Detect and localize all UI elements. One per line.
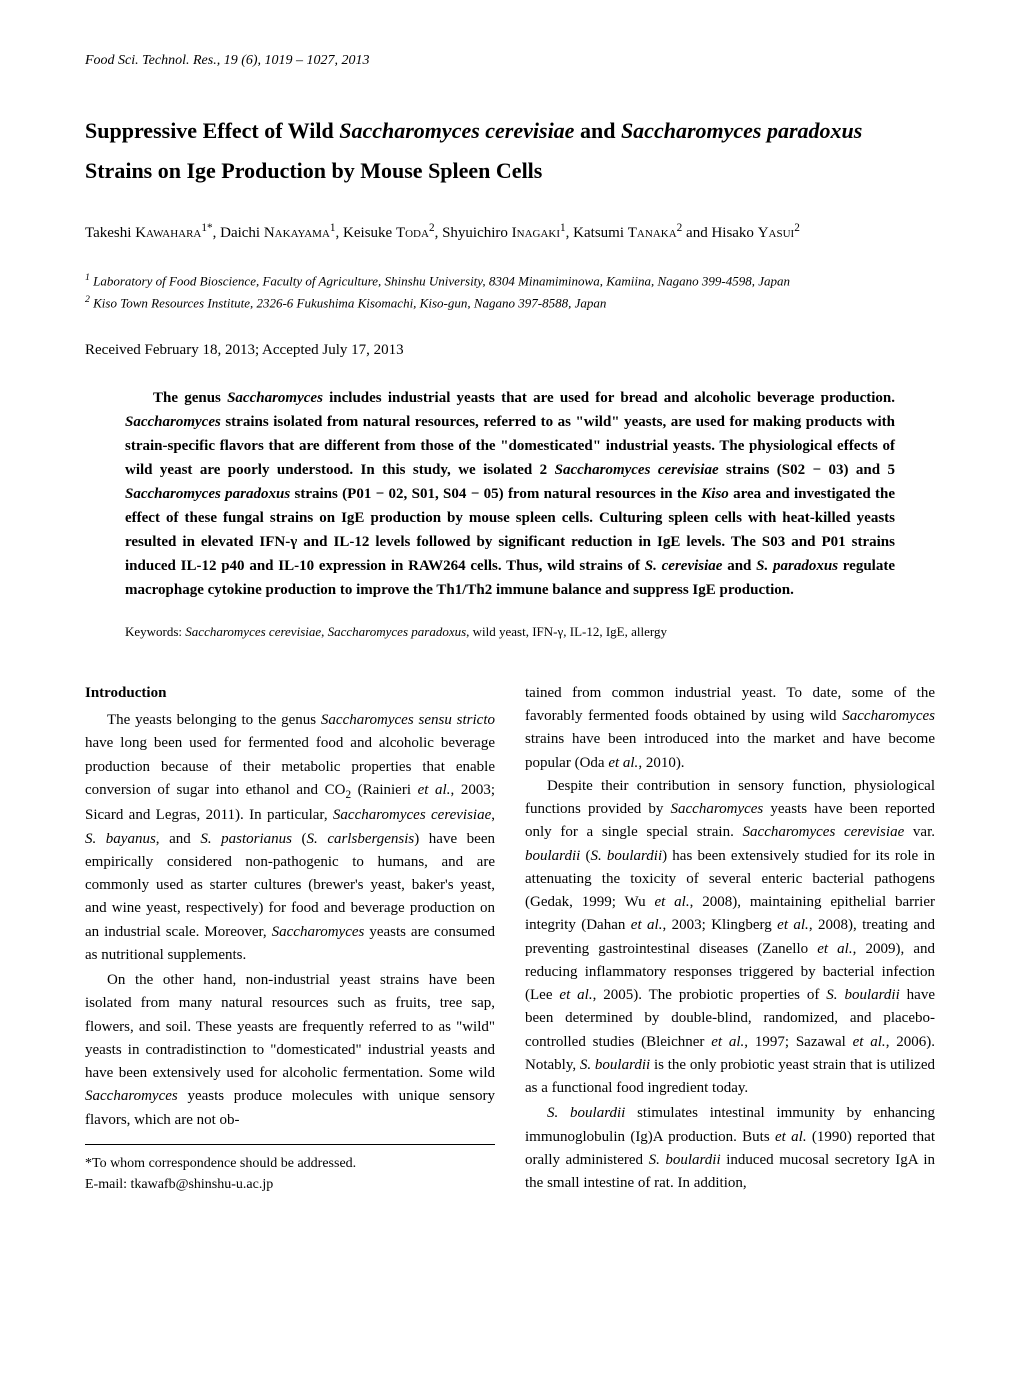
body-paragraph-4: S. boulardii stimulates intestinal immun… [525, 1102, 935, 1195]
authors-list: Takeshi Kawahara1*, Daichi Nakayama1, Ke… [85, 220, 935, 245]
dates-text: Received February 18, 2013; Accepted Jul… [85, 342, 404, 358]
intro-paragraph-2: On the other hand, non-industrial yeast … [85, 969, 495, 1132]
affiliation-text: Laboratory of Food Bioscience, Faculty o… [90, 273, 790, 288]
footnote-separator [85, 1144, 495, 1145]
author-first: , Katsumi [566, 225, 628, 241]
body-paragraph-cont: tained from common industrial yeast. To … [525, 682, 935, 775]
journal-citation: Food Sci. Technol. Res., 19 (6), 1019 – … [85, 53, 370, 68]
footnote-line-1: *To whom correspondence should be addres… [85, 1153, 495, 1174]
article-title: Suppressive Effect of Wild Saccharomyces… [85, 111, 935, 190]
affiliations: 1 Laboratory of Food Bioscience, Faculty… [85, 270, 935, 314]
footnote-line-2: E-mail: tkawafb@shinshu-u.ac.jp [85, 1174, 495, 1195]
author-surname: Inagaki [512, 225, 560, 241]
keywords: Keywords: Saccharomyces cerevisiae, Sacc… [85, 622, 935, 642]
author-first: and Hisako [682, 225, 757, 241]
author-surname: Yasui [758, 225, 795, 241]
author-first: , Daichi [213, 225, 264, 241]
keywords-label: Keywords: [125, 624, 185, 639]
intro-paragraph-1: The yeasts belonging to the genus Saccha… [85, 709, 495, 967]
author-sup: 2 [794, 222, 800, 234]
author-first: Takeshi [85, 225, 135, 241]
author-surname: Kawahara [135, 225, 201, 241]
affiliation-text: Kiso Town Resources Institute, 2326-6 Fu… [90, 295, 607, 310]
introduction-heading: Introduction [85, 682, 495, 705]
correspondence-footnote: *To whom correspondence should be addres… [85, 1153, 495, 1195]
author-sup: 1* [201, 222, 212, 234]
author-surname: Toda [396, 225, 429, 241]
author-first: , Keisuke [336, 225, 396, 241]
affiliation-1: 1 Laboratory of Food Bioscience, Faculty… [85, 270, 935, 292]
author-surname: Tanaka [628, 225, 677, 241]
right-column: tained from common industrial yeast. To … [525, 682, 935, 1198]
affiliation-2: 2 Kiso Town Resources Institute, 2326-6 … [85, 292, 935, 314]
body-paragraph-3: Despite their contribution in sensory fu… [525, 775, 935, 1101]
body-columns: Introduction The yeasts belonging to the… [85, 682, 935, 1198]
author-surname: Nakayama [264, 225, 330, 241]
received-accepted-dates: Received February 18, 2013; Accepted Jul… [85, 339, 935, 362]
author-first: , Shyuichiro [435, 225, 512, 241]
abstract: The genus Saccharomyces includes industr… [85, 386, 935, 602]
journal-header: Food Sci. Technol. Res., 19 (6), 1019 – … [85, 50, 935, 71]
left-column: Introduction The yeasts belonging to the… [85, 682, 495, 1198]
